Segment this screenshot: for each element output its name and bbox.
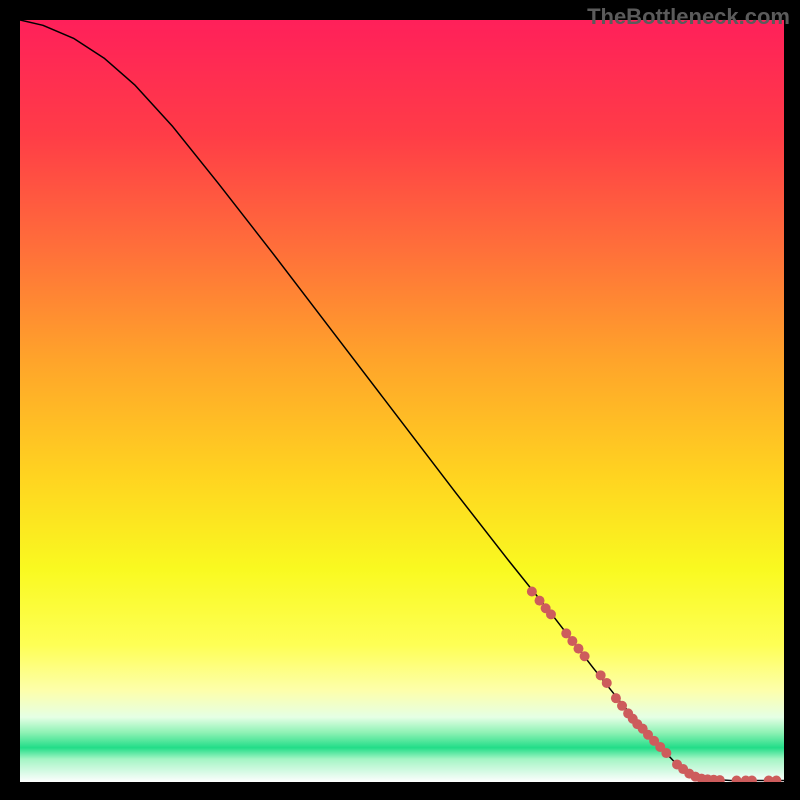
gradient-background <box>20 20 784 782</box>
data-marker <box>580 651 590 661</box>
data-marker <box>527 587 537 597</box>
data-marker <box>602 678 612 688</box>
bottleneck-chart <box>20 20 784 782</box>
data-marker <box>546 609 556 619</box>
data-marker <box>661 748 671 758</box>
figure-stage: TheBottleneck.com <box>0 0 800 800</box>
watermark-text: TheBottleneck.com <box>587 4 790 30</box>
